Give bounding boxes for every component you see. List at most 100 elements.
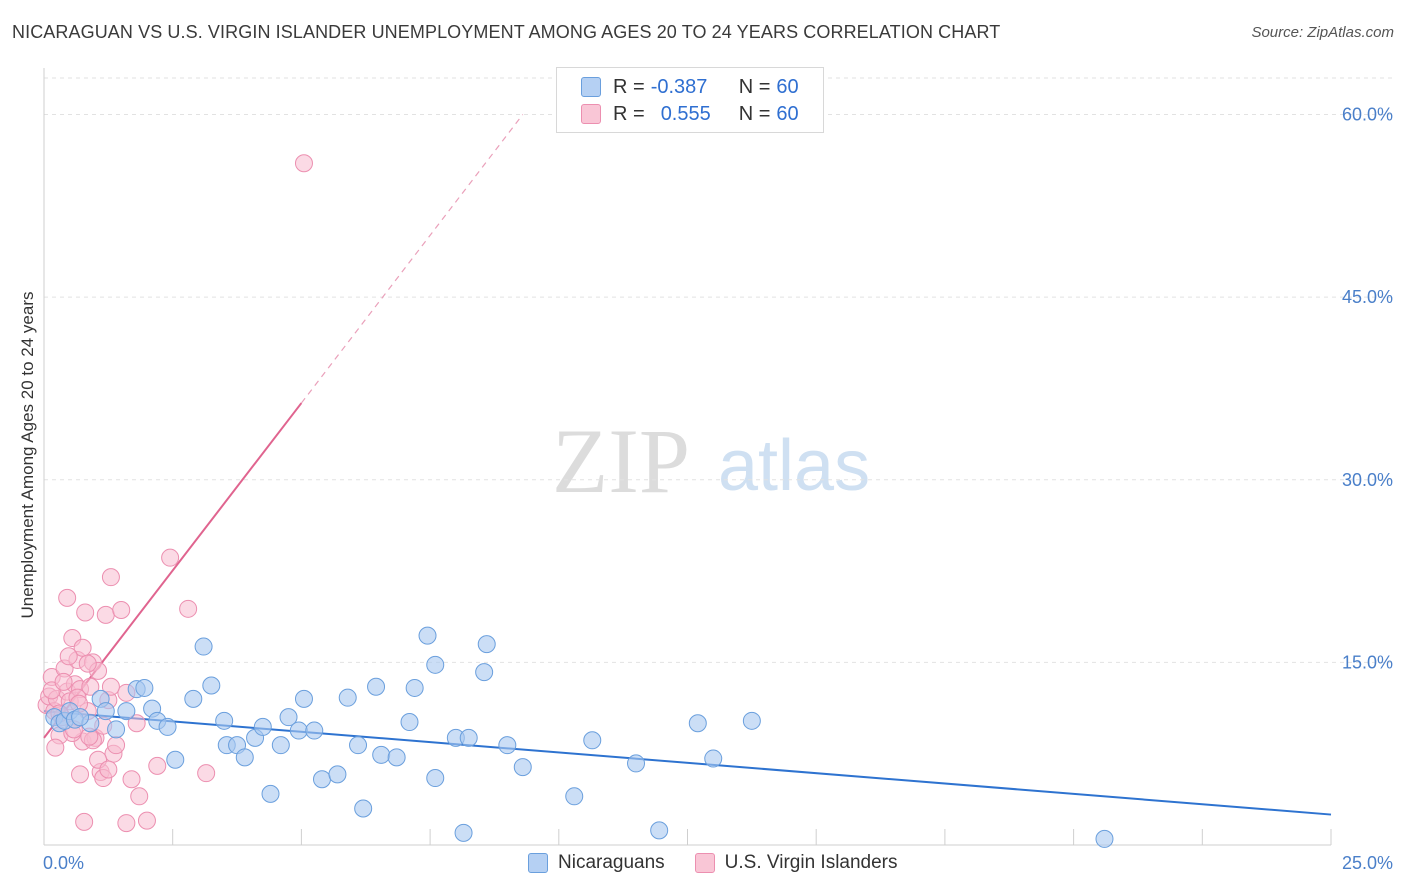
data-point-nicaraguans — [1095, 829, 1114, 848]
series-legend: Nicaraguans U.S. Virgin Islanders — [528, 852, 928, 874]
data-point-nicaraguans — [261, 784, 280, 803]
data-point-nicaraguans — [513, 758, 532, 777]
watermark-atlas: atlas — [718, 426, 870, 506]
legend-n-label: N = — [738, 102, 771, 125]
data-point-nicaraguans — [583, 731, 602, 750]
legend-swatch-blue — [581, 77, 601, 97]
trendline-nicaraguans — [43, 710, 1332, 816]
y-tick-label: 45.0% — [1342, 287, 1393, 307]
source-label: Source: ZipAtlas.com — [1251, 24, 1394, 41]
data-point-virgin-islanders — [130, 787, 149, 806]
data-point-virgin-islanders — [46, 738, 65, 757]
y-tick-label: 60.0% — [1342, 105, 1393, 125]
data-point-nicaraguans — [271, 736, 290, 755]
data-point-virgin-islanders — [101, 568, 120, 587]
data-point-virgin-islanders — [99, 760, 118, 779]
chart-title: NICARAGUAN VS U.S. VIRGIN ISLANDER UNEMP… — [12, 22, 1001, 42]
data-point-nicaraguans — [305, 721, 324, 740]
data-point-nicaraguans — [367, 677, 386, 696]
legend-r-value: 0.555 — [660, 102, 711, 125]
data-point-virgin-islanders — [294, 154, 313, 173]
data-point-nicaraguans — [279, 708, 298, 727]
data-point-nicaraguans — [294, 689, 313, 708]
data-point-nicaraguans — [405, 678, 424, 697]
data-point-nicaraguans — [426, 769, 445, 788]
data-point-nicaraguans — [704, 749, 723, 768]
data-point-virgin-islanders — [117, 814, 136, 833]
data-point-nicaraguans — [459, 728, 478, 747]
legend-item-virgin-islanders: U.S. Virgin Islanders — [694, 852, 898, 874]
watermark-zip: ZIP — [552, 410, 690, 512]
data-point-nicaraguans — [338, 688, 357, 707]
data-point-virgin-islanders — [161, 548, 180, 567]
data-point-nicaraguans — [96, 702, 115, 721]
legend-n-label: N = — [738, 75, 771, 98]
data-point-virgin-islanders — [148, 756, 167, 775]
data-point-nicaraguans — [742, 711, 761, 730]
data-point-virgin-islanders — [101, 677, 120, 696]
data-point-virgin-islanders — [59, 647, 78, 666]
data-point-virgin-islanders — [122, 770, 141, 789]
legend-row-nicaraguans: R = -0.387 N = 60 — [581, 75, 799, 99]
data-point-nicaraguans — [184, 689, 203, 708]
data-point-nicaraguans — [117, 702, 136, 721]
data-point-virgin-islanders — [76, 603, 95, 622]
data-point-nicaraguans — [372, 745, 391, 764]
data-point-virgin-islanders — [54, 672, 73, 691]
y-tick-label: 30.0% — [1342, 470, 1393, 490]
data-point-virgin-islanders — [107, 736, 126, 755]
data-point-virgin-islanders — [179, 599, 198, 618]
data-point-nicaraguans — [349, 736, 368, 755]
legend-item-nicaraguans: Nicaraguans — [528, 852, 665, 874]
legend-label-nicaraguans: Nicaraguans — [558, 852, 665, 873]
data-point-virgin-islanders — [197, 764, 216, 783]
data-point-nicaraguans — [454, 823, 473, 842]
correlation-legend: R = -0.387 N = 60 R = 0.555 N = 60 — [556, 67, 824, 133]
data-point-nicaraguans — [688, 714, 707, 733]
data-point-nicaraguans — [475, 663, 494, 682]
legend-swatch-pink — [581, 104, 601, 124]
data-point-nicaraguans — [426, 655, 445, 674]
data-point-virgin-islanders — [127, 714, 146, 733]
data-point-virgin-islanders — [81, 677, 100, 696]
data-point-nicaraguans — [477, 635, 496, 654]
data-point-nicaraguans — [289, 721, 308, 740]
legend-swatch-blue — [528, 853, 548, 873]
data-point-nicaraguans — [650, 821, 669, 840]
data-point-nicaraguans — [158, 717, 177, 736]
legend-r-value: -0.387 — [650, 75, 708, 98]
x-tick-label: 0.0% — [43, 853, 84, 873]
data-point-virgin-islanders — [112, 601, 131, 620]
data-point-nicaraguans — [418, 626, 437, 645]
data-point-nicaraguans — [387, 748, 406, 767]
data-point-nicaraguans — [253, 717, 272, 736]
data-point-virgin-islanders — [71, 765, 90, 784]
data-point-virgin-islanders — [58, 588, 77, 607]
x-tick-label: 25.0% — [1342, 853, 1393, 873]
data-point-virgin-islanders — [75, 812, 94, 831]
data-point-nicaraguans — [166, 750, 185, 769]
data-point-nicaraguans — [202, 676, 221, 695]
data-point-nicaraguans — [135, 678, 154, 697]
data-point-nicaraguans — [194, 637, 213, 656]
legend-n-value: 60 — [776, 102, 799, 125]
data-point-nicaraguans — [215, 711, 234, 730]
legend-swatch-pink — [694, 853, 715, 873]
data-point-virgin-islanders — [96, 605, 115, 624]
data-point-nicaraguans — [498, 736, 517, 755]
data-point-nicaraguans — [565, 787, 584, 806]
legend-label-virgin-islanders: U.S. Virgin Islanders — [724, 852, 898, 873]
data-point-nicaraguans — [107, 720, 126, 739]
legend-r-label: R = — [613, 75, 645, 98]
watermark: ZIP atlas — [552, 410, 870, 512]
data-point-nicaraguans — [235, 748, 254, 767]
data-point-nicaraguans — [354, 799, 373, 818]
data-point-virgin-islanders — [78, 654, 97, 673]
legend-row-virgin-islanders: R = 0.555 N = 60 — [581, 102, 799, 126]
legend-n-value: 60 — [776, 75, 799, 98]
data-point-nicaraguans — [627, 754, 646, 773]
data-point-nicaraguans — [400, 713, 419, 732]
y-tick-label: 15.0% — [1342, 652, 1393, 672]
data-point-nicaraguans — [71, 708, 90, 727]
